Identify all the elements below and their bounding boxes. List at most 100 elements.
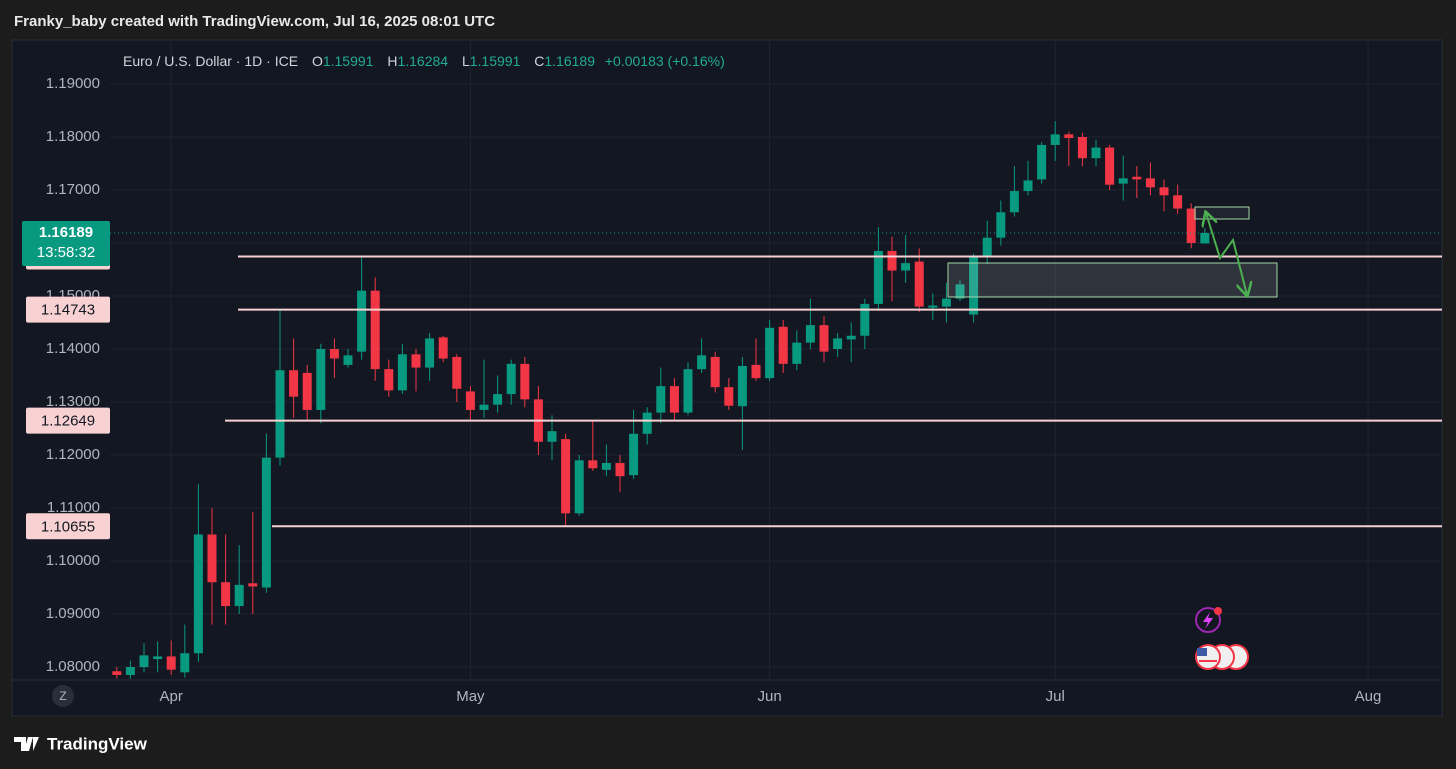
flag-stripe <box>1199 660 1217 662</box>
candle-body <box>1037 144 1047 180</box>
candle-body <box>697 355 707 370</box>
candle-body <box>941 298 951 307</box>
candle-body <box>1159 187 1169 196</box>
candle-body <box>1023 180 1033 192</box>
legend: Euro / U.S. Dollar · 1D · ICE O1.15991 H… <box>123 53 725 69</box>
candle-body <box>1091 147 1101 159</box>
candle-body <box>615 462 625 477</box>
candle-body <box>153 656 163 660</box>
countdown: 13:58:32 <box>37 244 95 261</box>
candle-body <box>520 363 530 400</box>
change: +0.00183 (+0.16%) <box>604 53 725 69</box>
ohlc-letter: C <box>534 53 545 69</box>
candle-body <box>493 394 503 405</box>
last-price-label: 1.16189 <box>39 224 93 241</box>
y-tick-label: 1.17000 <box>46 181 100 198</box>
ohlc-letter: L <box>461 53 470 69</box>
candle-body <box>669 386 679 413</box>
candle-body <box>737 365 747 407</box>
candle-body <box>1064 134 1074 139</box>
candle-body <box>901 263 911 271</box>
logo <box>14 737 39 751</box>
candle-body <box>642 412 652 434</box>
candle-body <box>397 354 407 391</box>
candle-body <box>465 391 475 410</box>
ohlc-value: 1.16284 <box>397 53 449 69</box>
level-label: 1.14743 <box>41 302 95 319</box>
candle-body <box>357 290 367 352</box>
scale-button-label[interactable]: Z <box>59 689 66 703</box>
candle-body <box>425 338 435 368</box>
candle-body <box>112 671 122 675</box>
ohlc-value: 1.15991 <box>322 53 374 69</box>
ohlc-value: 1.16189 <box>544 53 595 69</box>
candle-body <box>302 372 312 410</box>
candle-body <box>343 355 353 365</box>
candle-body <box>289 370 299 397</box>
candle-body <box>1200 232 1210 244</box>
event-dot <box>1214 607 1222 615</box>
candle-body <box>438 337 448 359</box>
y-tick-label: 1.12000 <box>46 446 100 463</box>
footer-brand: TradingView <box>47 734 148 753</box>
candle-body <box>561 439 571 514</box>
candle-body <box>452 356 462 389</box>
candle-body <box>751 364 761 379</box>
candle-body <box>955 284 965 299</box>
candle-body <box>193 534 203 654</box>
y-tick-label: 1.14000 <box>46 340 100 357</box>
zone-box <box>1194 206 1250 220</box>
candle-body <box>207 534 217 583</box>
chart-panel <box>11 39 1443 717</box>
zone-box <box>947 262 1278 298</box>
level-label: 1.12649 <box>41 413 95 430</box>
candle-body <box>547 431 557 442</box>
candle-body <box>819 325 829 352</box>
plot: 1.08000 1.09000 1.10000 1.11000 1.12000 1.130… <box>22 40 1442 705</box>
x-tick-label: Jun <box>758 688 782 705</box>
candle-body <box>1118 178 1128 184</box>
candle-body <box>275 370 285 458</box>
candle-body <box>316 349 326 410</box>
ohlc-value: 1.15991 <box>469 53 521 69</box>
event-icons <box>1195 607 1249 670</box>
arrow-path <box>1206 213 1247 295</box>
candle-body <box>1173 195 1183 209</box>
candle-body <box>683 369 693 413</box>
candle-body <box>139 655 149 668</box>
candle-body <box>860 303 870 336</box>
last-price-box <box>22 220 110 266</box>
level-label: 1.10655 <box>41 518 95 535</box>
candle-body <box>846 335 856 340</box>
level-label-box <box>26 513 110 540</box>
candle-body <box>1105 147 1115 185</box>
x-tick-label: Jul <box>1046 688 1065 705</box>
y-tick-label: 1.13000 <box>46 393 100 410</box>
candle-body <box>329 349 339 359</box>
header: Franky_baby created with TradingView.com… <box>14 13 495 30</box>
candle-body <box>969 256 979 315</box>
candle-body <box>1009 191 1019 213</box>
symbol: Euro / U.S. Dollar · 1D · ICE <box>123 53 299 69</box>
candle-body <box>1050 134 1060 145</box>
candle-body <box>833 338 843 350</box>
candle-body <box>887 250 897 271</box>
candle-body <box>125 667 135 675</box>
candle-body <box>588 460 598 469</box>
x-tick-label: May <box>456 688 485 705</box>
candle-body <box>180 653 190 673</box>
candle-body <box>982 237 992 257</box>
candle-body <box>710 356 720 388</box>
candle-body <box>234 584 244 607</box>
candle-body <box>384 369 394 391</box>
y-tick-label: 1.09000 <box>46 605 100 622</box>
candle-body <box>411 354 421 368</box>
ohlc-letter: H <box>387 53 398 69</box>
drawings <box>947 206 1278 298</box>
candle-body <box>506 363 516 395</box>
flag-canton <box>1197 648 1207 656</box>
candle-body <box>166 656 176 670</box>
scale-button[interactable] <box>52 685 74 707</box>
